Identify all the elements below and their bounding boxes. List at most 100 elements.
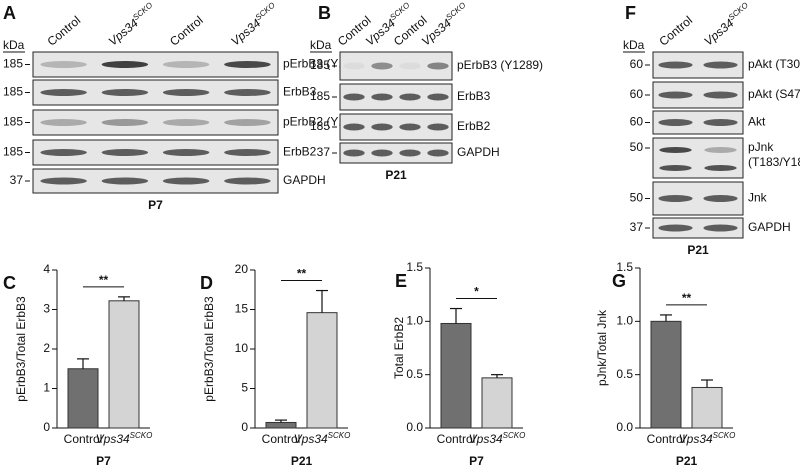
row-label: pJnk(T183/Y185): [748, 140, 800, 169]
x-tick-label-sup: SCKO: [328, 431, 351, 440]
band: [162, 149, 210, 156]
band: [704, 147, 737, 153]
row-label: ErbB2: [457, 119, 491, 133]
bar: [650, 320, 682, 429]
membrane: [652, 137, 744, 179]
x-tick-label: Control: [262, 432, 301, 446]
x-axis-label: P7: [96, 454, 111, 468]
band: [658, 91, 693, 99]
row-label: pErbB3 (Y1289): [457, 58, 543, 72]
x-axis-label: P21: [676, 454, 698, 468]
x-tick-label: Vps34SCKO: [469, 431, 526, 447]
x-tick-label-name: Vps34: [96, 432, 130, 446]
row-label: ErbB2: [283, 145, 317, 159]
band: [162, 61, 210, 68]
lane-label-sup: SCKO: [131, 0, 154, 21]
x-axis-label: P21: [291, 454, 313, 468]
bar: [481, 377, 513, 429]
row-label: GAPDH: [748, 220, 791, 234]
significance-label: **: [99, 273, 109, 287]
lane-label: Control: [656, 13, 695, 49]
kda-value: 37: [317, 145, 331, 159]
panel-letter: G: [612, 271, 626, 291]
y-tick-label: 0.5: [616, 367, 633, 381]
row-label: pAkt (S473): [748, 87, 800, 101]
lane-label-sup: SCKO: [388, 0, 411, 21]
significance-label: **: [682, 291, 692, 305]
row-label: ErbB3: [283, 85, 317, 99]
lane-label: Control: [45, 13, 84, 49]
band: [399, 123, 421, 131]
x-axis-label: P7: [469, 454, 484, 468]
band: [659, 165, 692, 171]
band: [399, 93, 421, 101]
kda-header: kDa: [623, 38, 645, 52]
kda-value: 60: [630, 87, 644, 101]
band: [343, 62, 365, 70]
membrane: [339, 142, 453, 164]
membrane: [652, 110, 744, 135]
kda-value: 37: [10, 173, 24, 187]
band: [658, 119, 693, 126]
y-tick-label: 1: [43, 381, 50, 395]
band: [427, 62, 449, 70]
band: [658, 61, 693, 69]
panel-letter: F: [625, 3, 636, 23]
y-axis-label: Total ErbB2: [392, 317, 406, 379]
x-tick-label: Vps34SCKO: [294, 431, 351, 447]
y-tick-label: 3: [43, 302, 50, 316]
band: [101, 177, 149, 185]
x-tick-label-sup: SCKO: [503, 431, 526, 440]
kda-value: 185: [310, 119, 330, 133]
panel-letter: A: [3, 3, 16, 23]
band: [101, 149, 149, 156]
band: [40, 119, 87, 126]
band: [658, 195, 693, 202]
band: [224, 61, 271, 68]
kda-value: 185: [3, 145, 23, 159]
kda-value: 185: [310, 89, 330, 103]
kda-header: kDa: [3, 38, 25, 52]
y-tick-label: 1.0: [616, 314, 633, 328]
row-label: GAPDH: [457, 145, 500, 159]
band: [703, 61, 738, 69]
y-tick-label: 5: [241, 381, 248, 395]
y-axis-label: pJnk/Total Jnk: [595, 309, 609, 386]
y-tick-label: 20: [235, 262, 249, 276]
row-label: Jnk: [748, 191, 768, 205]
y-tick-label: 0.5: [406, 367, 423, 381]
y-axis-label: pErbB3/Total ErbB3: [14, 296, 28, 402]
band: [224, 89, 271, 96]
y-tick-label: 0: [241, 420, 248, 434]
band: [162, 177, 210, 185]
y-axis-label: pErbB3/Total ErbB3: [202, 296, 216, 402]
band: [40, 177, 87, 185]
band: [658, 224, 693, 232]
row-label: GAPDH: [283, 173, 326, 187]
kda-value: 185: [3, 57, 23, 71]
band: [343, 93, 365, 101]
row-label: pAkt (T308): [748, 57, 800, 71]
band: [40, 61, 87, 68]
age-label: P21: [687, 243, 709, 257]
bar: [265, 421, 297, 429]
lane-label-sup: SCKO: [253, 0, 276, 21]
age-label: P7: [148, 198, 163, 212]
band: [343, 123, 365, 131]
band: [703, 195, 738, 202]
band: [371, 93, 393, 101]
y-tick-label: 0: [43, 420, 50, 434]
band: [101, 89, 149, 96]
x-tick-label-name: Vps34: [469, 432, 503, 446]
kda-value: 60: [630, 57, 644, 71]
kda-value: 37: [630, 220, 644, 234]
x-tick-label: Vps34SCKO: [96, 431, 153, 447]
panel-letter: E: [395, 271, 407, 291]
x-tick-label-sup: SCKO: [713, 431, 736, 440]
kda-value: 185: [3, 115, 23, 129]
kda-value: 185: [3, 85, 23, 99]
row-label-line: pJnk: [748, 140, 774, 154]
band: [371, 123, 393, 131]
band: [224, 119, 271, 126]
band: [427, 149, 449, 157]
